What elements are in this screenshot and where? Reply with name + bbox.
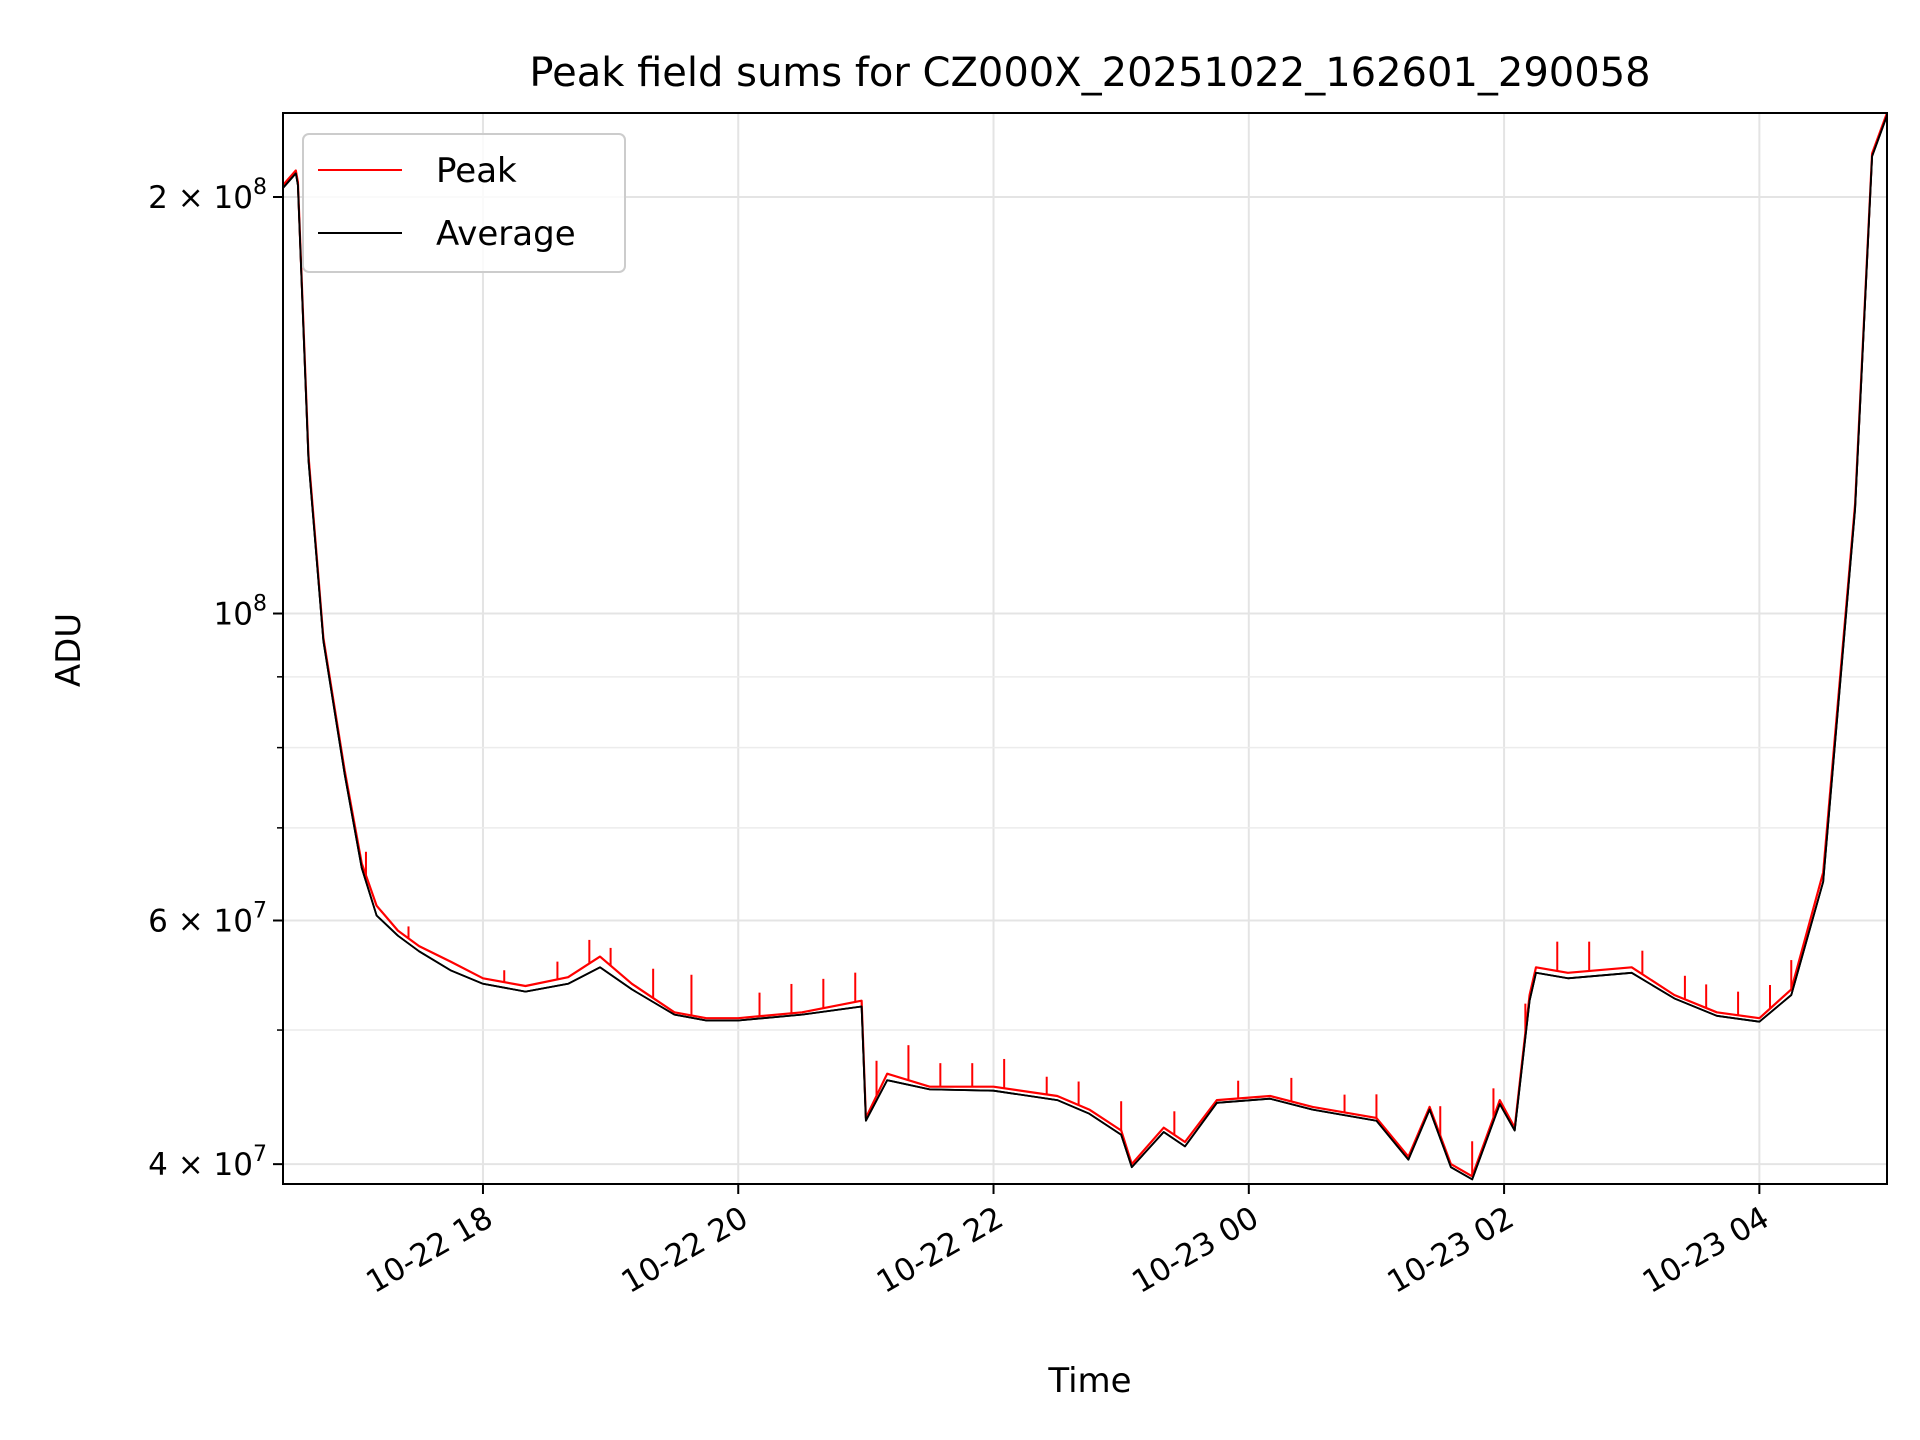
y-tick-label: 4 × 107 xyxy=(148,1142,267,1183)
y-tick-exponent: 8 xyxy=(253,592,267,617)
series-layer xyxy=(282,112,1889,1181)
y-tick-exponent: 8 xyxy=(253,175,267,200)
series-line-peak xyxy=(282,112,1889,1178)
legend: Peak Average xyxy=(302,133,626,273)
y-axis-title: ADU xyxy=(49,613,89,687)
y-tick-label: 2 × 108 xyxy=(148,175,267,216)
y-tick-exponent: 7 xyxy=(253,1142,267,1167)
y-tick-label: 6 × 107 xyxy=(148,898,267,939)
legend-box xyxy=(302,133,626,273)
chart-title: Peak field sums for CZ000X_20251022_1626… xyxy=(529,50,1650,96)
legend-average-label: Average xyxy=(436,214,576,254)
grid xyxy=(283,113,1887,1184)
plot-frame xyxy=(282,112,1888,1185)
x-axis-title: Time xyxy=(1047,1361,1131,1401)
series-line-average-overlay xyxy=(282,115,1888,1181)
legend-peak-label: Peak xyxy=(436,151,517,191)
y-tick-exponent: 7 xyxy=(253,898,267,923)
